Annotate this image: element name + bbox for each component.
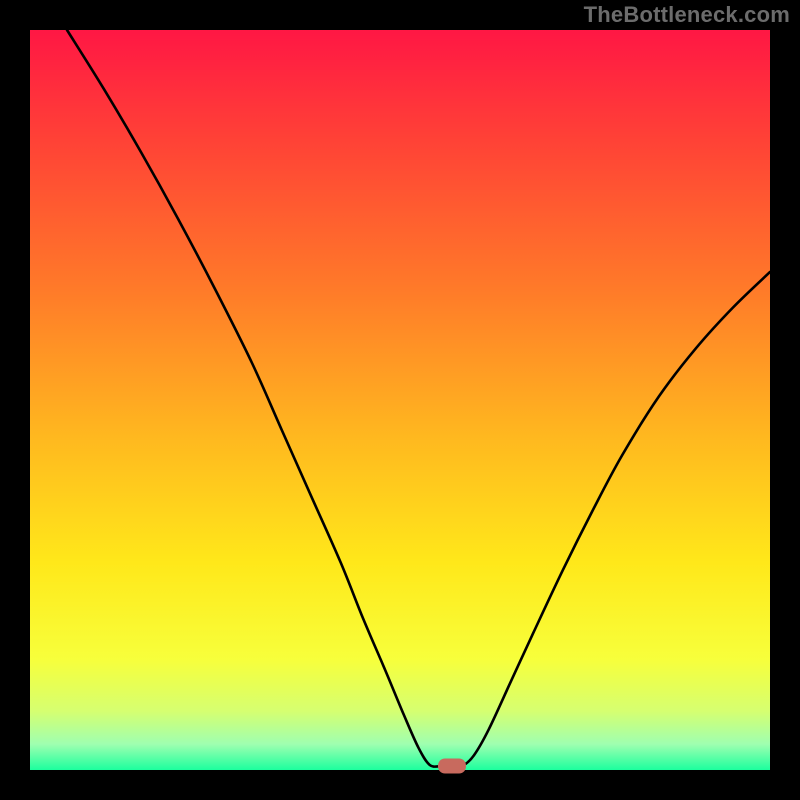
optimal-marker xyxy=(438,759,466,774)
plot-background xyxy=(30,30,770,770)
watermark-label: TheBottleneck.com xyxy=(584,2,790,28)
bottleneck-chart xyxy=(0,0,800,800)
chart-stage: TheBottleneck.com xyxy=(0,0,800,800)
